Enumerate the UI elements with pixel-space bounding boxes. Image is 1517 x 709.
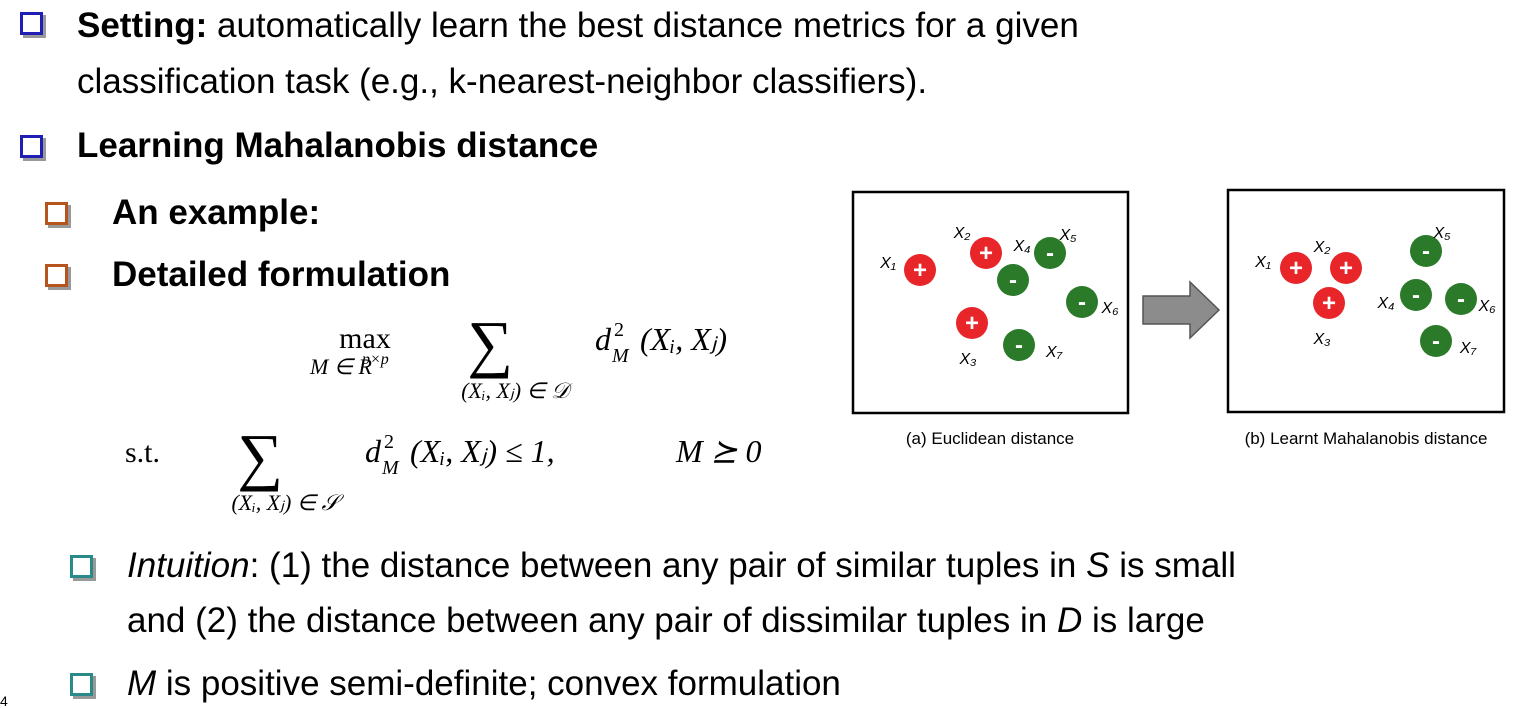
formula: max M ∈ R p×p ∑ (Xᵢ, Xⱼ) ∈ 𝒟 d 2 M (Xᵢ, … xyxy=(125,308,761,515)
arrow xyxy=(1142,280,1221,340)
math: (Xᵢ, Xⱼ) ∈ 𝒟 xyxy=(461,378,573,403)
point-label: X₅ xyxy=(1058,227,1077,244)
point xyxy=(1066,286,1098,318)
math: M ⪰ 0 xyxy=(675,433,761,469)
point-label: X₂ xyxy=(1313,239,1331,256)
text: automatically learn the best distance me… xyxy=(207,6,1079,45)
math: ∑ xyxy=(467,308,513,379)
math: M ∈ R xyxy=(309,354,372,379)
point xyxy=(1410,235,1442,267)
text: is positive semi-definite; convex formul… xyxy=(156,664,841,703)
math: 2 xyxy=(384,431,394,453)
point-sign: + xyxy=(1322,290,1336,317)
point-sign: + xyxy=(913,257,927,284)
point xyxy=(1400,279,1432,311)
italic-text: D xyxy=(1056,601,1083,640)
bullet-line: Learning Mahalanobis distance xyxy=(77,126,598,166)
point xyxy=(1445,283,1477,315)
page-number: 4 xyxy=(0,693,8,709)
math: 2 xyxy=(614,319,624,341)
checkbox xyxy=(45,202,68,225)
bullet-line: Intuition: (1) the distance between any … xyxy=(127,546,1236,586)
text: Detailed formulation xyxy=(112,255,451,294)
bullet-line: M is positive semi-definite; convex form… xyxy=(127,664,841,704)
point-label: X₅ xyxy=(1432,225,1451,242)
point-label: X₄ xyxy=(1012,238,1030,255)
point-sign: - xyxy=(1412,282,1420,309)
text: and (2) the distance between any pair of… xyxy=(127,601,1057,640)
point xyxy=(1034,237,1066,269)
checkbox xyxy=(45,264,68,287)
point xyxy=(997,264,1029,296)
point-label: X₁ xyxy=(1254,254,1271,271)
text: : (1) the distance between any pair of s… xyxy=(249,546,1087,585)
math: M xyxy=(611,345,630,367)
text: Learning Mahalanobis distance xyxy=(77,126,599,165)
scatter-figure: (a) Euclidean distance+X₁ +X₂+X₃-X₄ -X₅- X₆… xyxy=(879,225,1496,448)
point-label: X₆ xyxy=(1100,300,1119,317)
bold-text: Setting: xyxy=(77,6,208,45)
point-sign: - xyxy=(1078,289,1086,316)
point xyxy=(1330,252,1362,284)
point xyxy=(1280,252,1312,284)
math: d xyxy=(365,433,382,469)
text: classification task (e.g., k-nearest-nei… xyxy=(77,62,928,101)
math: (Xᵢ, Xⱼ) ∈ 𝒮 xyxy=(231,490,344,515)
point xyxy=(970,237,1002,269)
point-label: X₆ xyxy=(1477,298,1496,315)
point xyxy=(1313,287,1345,319)
bullet-line: Setting: automatically learn the best di… xyxy=(77,6,1079,46)
checkbox xyxy=(70,555,93,578)
point-sign: - xyxy=(1422,238,1430,265)
checkbox xyxy=(20,135,43,158)
point-label: X₃ xyxy=(1312,331,1330,348)
point-sign: - xyxy=(1015,332,1023,359)
point-sign: - xyxy=(1009,267,1017,294)
point-label: X₂ xyxy=(953,225,971,242)
point-sign: + xyxy=(965,310,979,337)
point-label: X₃ xyxy=(958,351,976,368)
panel-frame xyxy=(851,190,1130,415)
bullet-line: classification task (e.g., k-nearest-nei… xyxy=(77,62,927,102)
math: M xyxy=(381,457,400,479)
point-sign: - xyxy=(1432,328,1440,355)
point-sign: + xyxy=(979,240,993,267)
math: (Xᵢ, Xⱼ) ≤ 1, xyxy=(410,433,555,469)
point-sign: - xyxy=(1457,286,1465,313)
italic-text: M xyxy=(127,664,157,703)
point xyxy=(1003,329,1035,361)
point-sign: - xyxy=(1046,240,1054,267)
point-sign: + xyxy=(1339,255,1353,282)
text: is large xyxy=(1082,601,1205,640)
italic-text: Intuition xyxy=(127,546,250,585)
panel-frame xyxy=(1226,188,1506,414)
caption: (b) Learnt Mahalanobis distance xyxy=(1245,429,1488,448)
math: s.t. xyxy=(125,436,160,469)
point-sign: + xyxy=(1289,255,1303,282)
text: is small xyxy=(1109,546,1236,585)
point-label: X₁ xyxy=(879,255,896,272)
point-label: X₇ xyxy=(1459,340,1478,357)
math: max xyxy=(339,322,391,355)
bullet-line: Detailed formulation xyxy=(112,255,450,295)
checkbox xyxy=(70,673,93,696)
point-label: X₄ xyxy=(1376,295,1394,312)
point xyxy=(904,254,936,286)
bullet-line: and (2) the distance between any pair of… xyxy=(127,601,1205,641)
checkbox xyxy=(20,12,43,35)
math: ∑ xyxy=(237,421,283,492)
bullet-line: An example: xyxy=(112,193,320,233)
point xyxy=(1420,325,1452,357)
text: An example: xyxy=(112,193,321,232)
caption: (a) Euclidean distance xyxy=(906,429,1074,448)
point xyxy=(956,307,988,339)
math: d xyxy=(595,321,612,357)
point-label: X₇ xyxy=(1045,344,1064,361)
italic-text: S xyxy=(1086,546,1110,585)
math: p×p xyxy=(361,351,389,368)
math: (Xᵢ, Xⱼ) xyxy=(640,321,727,357)
